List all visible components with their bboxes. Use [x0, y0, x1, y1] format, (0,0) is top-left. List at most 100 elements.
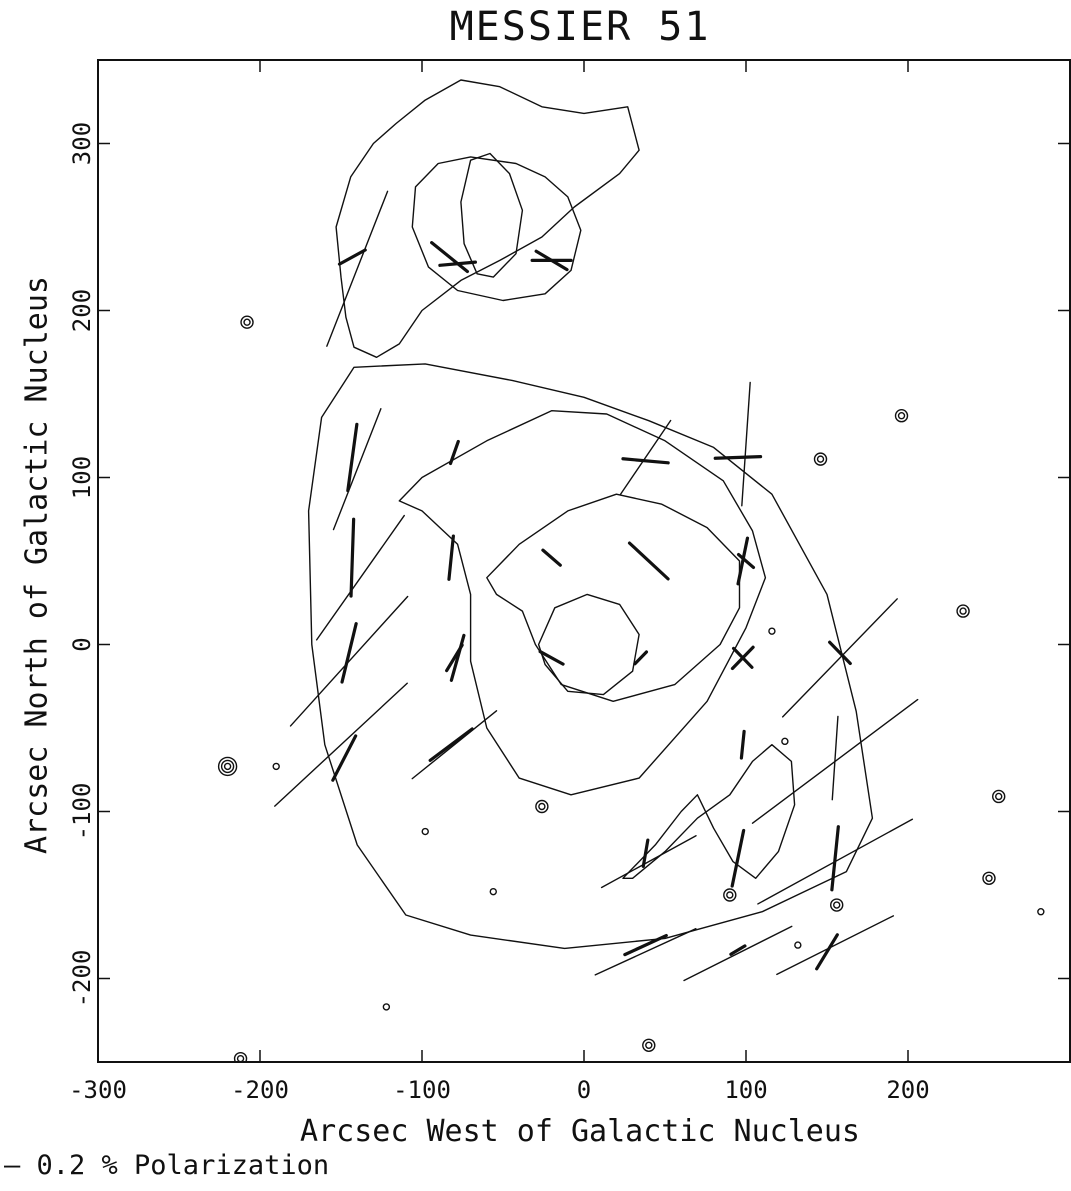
star-contour	[985, 874, 993, 882]
field-stars	[217, 315, 1045, 1062]
star-contour	[781, 737, 789, 746]
contour-companion-outer	[335, 79, 640, 358]
polarization-vector	[594, 927, 697, 976]
polarization-vector	[741, 381, 751, 507]
star-contour	[816, 455, 825, 463]
star-contour	[642, 1038, 656, 1053]
star-contour	[236, 1054, 245, 1062]
y-axis-label: Arcsec North of Galactic Nucleus	[19, 276, 55, 854]
polarization-vector	[332, 408, 382, 531]
x-tick-label: 0	[577, 1076, 591, 1104]
legend-label: — 0.2 % Polarization	[4, 1150, 330, 1181]
contour-sw-arm	[622, 744, 796, 879]
polarization-vector	[428, 727, 474, 763]
star-contour	[794, 941, 802, 949]
star-contour	[894, 409, 909, 423]
polarization-vector	[683, 925, 793, 982]
star-contour	[535, 799, 549, 814]
isophote-contours	[307, 79, 874, 950]
polarization-vector	[623, 933, 668, 957]
x-tick-label: -300	[69, 1076, 127, 1104]
star-contour	[959, 607, 967, 615]
x-axis-label: Arcsec West of Galactic Nucleus	[300, 1114, 860, 1149]
polarization-vector	[621, 457, 670, 465]
polarization-vector	[337, 248, 367, 266]
polarization-vector	[534, 249, 569, 272]
chart-title: MESSIER 51	[449, 4, 711, 50]
star-contour	[956, 604, 970, 618]
axis-ticks: -300 -200 -100 0 100 200 -200 -100 0 100 200 300	[68, 60, 1070, 1104]
polarization-vector	[340, 622, 358, 684]
polarization-vector	[619, 419, 672, 496]
polarization-vector	[781, 598, 898, 718]
contour-arm-inner	[486, 493, 741, 702]
polarization-vector	[326, 190, 389, 347]
star-contour	[768, 627, 776, 635]
y-tick-label: -100	[68, 783, 96, 841]
polarization-vector	[541, 548, 562, 567]
polarization-vector	[538, 649, 565, 666]
x-tick-label: 200	[886, 1076, 929, 1104]
star-contour	[897, 412, 906, 420]
polarization-vector	[757, 818, 914, 905]
star-contour	[243, 318, 251, 326]
star-contour	[421, 827, 429, 836]
star-contour	[272, 762, 280, 771]
polarization-vector	[349, 517, 356, 598]
star-contour	[830, 898, 844, 912]
star-contour	[538, 802, 546, 811]
star-contour	[240, 315, 254, 329]
polarization-vectors	[274, 190, 919, 982]
polarization-vector	[346, 422, 359, 493]
star-contour	[723, 888, 737, 902]
polarization-vector	[274, 682, 408, 807]
polarization-vector	[627, 541, 670, 581]
star-contour	[220, 759, 235, 774]
contour-arm-outer	[398, 410, 767, 796]
star-contour	[233, 1051, 248, 1062]
polarization-vector	[736, 552, 756, 570]
y-tick-label: 100	[68, 456, 96, 499]
star-contour	[1037, 908, 1045, 916]
polarization-vector	[411, 710, 498, 780]
polarization-vector	[641, 838, 650, 869]
star-contour	[813, 452, 828, 466]
polarization-vector	[445, 643, 464, 673]
star-contour	[217, 756, 238, 777]
polarization-vector	[831, 715, 839, 801]
polarization-vector	[289, 595, 409, 727]
polarization-vector	[729, 944, 747, 956]
contour-companion-mid	[411, 156, 582, 302]
x-tick-label: -200	[231, 1076, 289, 1104]
polarization-vector	[815, 933, 839, 971]
y-tick-label: 0	[68, 637, 96, 651]
x-tick-label: 100	[724, 1076, 767, 1104]
polarization-vector	[600, 835, 697, 889]
star-contour	[382, 1003, 391, 1011]
polarization-vector	[730, 828, 746, 888]
star-contour	[995, 792, 1003, 801]
star-contour	[645, 1041, 653, 1050]
star-contour	[982, 871, 996, 885]
polarization-vector	[776, 915, 895, 976]
contour-nucleus	[537, 593, 640, 696]
y-tick-label: 300	[68, 122, 96, 165]
polarization-vector	[713, 455, 763, 460]
legend: — 0.2 % Polarization	[4, 1150, 329, 1181]
contour-main-outer	[307, 363, 874, 950]
polarization-vector	[449, 633, 466, 682]
polarization-vector	[448, 439, 460, 466]
polarization-vector	[430, 241, 470, 274]
polarization-vector	[751, 698, 919, 824]
x-tick-label: -100	[393, 1076, 451, 1104]
contour-companion-inner	[460, 152, 524, 278]
y-tick-label: -200	[68, 950, 96, 1008]
polarization-vector	[331, 734, 358, 782]
polarization-vector	[739, 729, 746, 760]
polarization-vector	[731, 646, 754, 669]
star-contour	[833, 901, 841, 909]
polarization-vector	[830, 825, 840, 892]
star-contour	[489, 887, 497, 896]
polarization-vector	[447, 534, 455, 581]
